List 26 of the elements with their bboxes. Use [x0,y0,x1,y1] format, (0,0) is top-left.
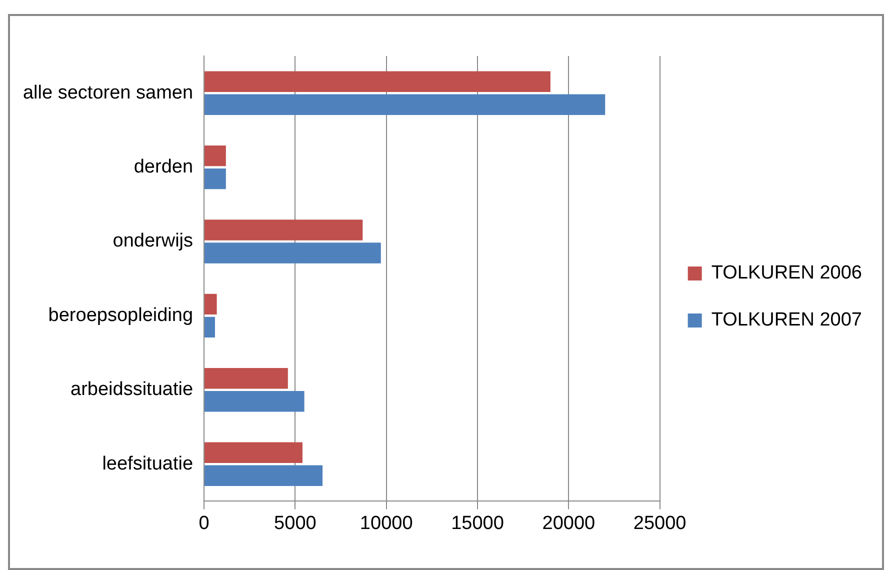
bar [204,242,381,264]
x-tick-label: 20000 [542,512,596,534]
bar [204,145,226,166]
x-tick-label: 25000 [633,512,686,534]
bar [204,94,606,115]
x-tick-label: 5000 [274,512,316,534]
y-tick-label: leefsituatie [102,453,194,474]
bar [204,220,363,240]
bar [204,442,302,463]
bar [204,71,550,92]
legend-label: TOLKUREN 2007 [711,310,862,331]
y-tick-label: derden [134,156,194,178]
legend-label: TOLKUREN 2006 [711,262,862,284]
y-tick-label: arbeidssituatie [70,379,194,400]
y-tick-label: beroepsopleiding [48,304,194,326]
bar [204,316,215,338]
x-tick-label: 0 [198,512,210,534]
x-tick-label: 10000 [360,512,413,534]
y-tick-label: alle sectoren samen [22,82,194,104]
x-tick-label: 15000 [451,512,504,534]
bar [204,391,304,412]
bar [204,294,217,315]
bar [204,168,226,190]
y-tick-label: onderwijs [112,230,194,252]
bar [204,465,323,486]
bar [204,368,288,389]
